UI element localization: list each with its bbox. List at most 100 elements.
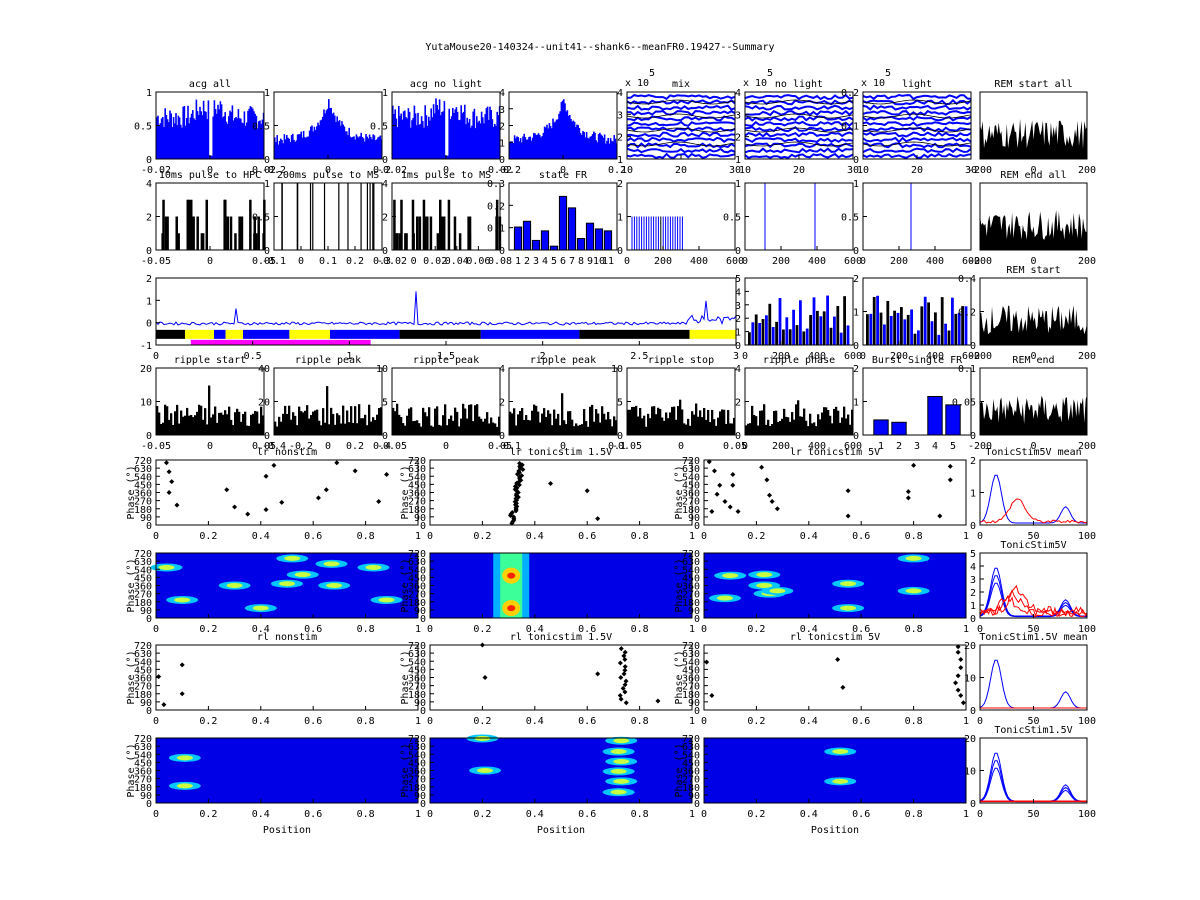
acg-bar <box>182 106 184 159</box>
x-tick-label: 3 <box>733 351 739 362</box>
acg-bar <box>590 136 593 159</box>
acg-bar <box>164 108 166 159</box>
mean-rate-line <box>979 589 1088 618</box>
subplot-tonic5v_mean: TonicStim5V mean 0 1 2 0 50 100 <box>970 447 1096 542</box>
y-tick-label: 270 <box>408 775 426 786</box>
heat-blob <box>610 749 627 755</box>
ripple-bar <box>807 426 810 435</box>
subplot-title: Burst Single FR <box>872 355 963 366</box>
histogram-bar <box>249 199 252 250</box>
subplot-title: ripple start <box>174 355 246 366</box>
ripple-bar <box>631 406 634 435</box>
ripple-bar <box>314 410 317 435</box>
ripple-bar <box>607 411 610 435</box>
acg-bar <box>518 141 521 159</box>
x-tick-label: 0 <box>560 165 566 176</box>
ripple-bar <box>380 407 383 435</box>
ripple-bar <box>827 410 830 435</box>
y-tick-label: 3 <box>735 110 741 121</box>
y-tick-label: 360 <box>134 674 152 685</box>
acg-bar <box>319 120 322 159</box>
y-tick-label: 180 <box>134 690 152 701</box>
waveform-trace <box>626 120 736 127</box>
acg-bar <box>307 136 310 159</box>
acg-bar <box>594 132 596 159</box>
subplot-title: 200ms pulse to MS <box>277 170 379 181</box>
acg-bar <box>488 119 490 159</box>
y-axis-label: Phase (°) <box>126 465 137 519</box>
heat-blob <box>716 595 733 601</box>
x-tick-label: 0.8 <box>631 809 649 820</box>
acg-bar <box>473 108 476 159</box>
x-tick-label: 1 <box>689 624 695 635</box>
acg-bar <box>430 108 432 159</box>
acg-bar <box>516 136 518 159</box>
subplot-title: TonicStim5V mean <box>985 447 1081 458</box>
acg-bar <box>596 142 599 159</box>
acg-bar <box>305 137 307 159</box>
x-tick-label: 0 <box>153 716 159 727</box>
acg-bar <box>414 113 417 159</box>
x-tick-label: 0.8 <box>905 809 923 820</box>
ripple-bar <box>436 406 439 435</box>
ripple-bar <box>192 417 195 435</box>
y-tick-label: 180 <box>408 783 426 794</box>
ripple-bar <box>525 415 528 435</box>
y-tick-label: 0 <box>420 799 426 810</box>
ripple-bar <box>292 412 295 435</box>
axes-frame <box>391 182 501 251</box>
ripple-bar <box>799 416 802 435</box>
acg-bar <box>225 121 228 159</box>
acg-bar <box>546 124 548 159</box>
y-tick-label: 720 <box>408 734 426 745</box>
ripple-bar <box>557 413 560 435</box>
x-tick-label: 600 <box>962 256 980 267</box>
ripple-bar <box>166 406 169 435</box>
x-tick-label: 0.2 <box>199 624 217 635</box>
x-tick-label: 0 <box>742 256 748 267</box>
ripple-bar <box>326 386 329 435</box>
y-tick-label: 2 <box>146 274 152 285</box>
spike-point <box>618 696 624 702</box>
x-tick-label: 0.2 <box>747 624 765 635</box>
ripple-bar <box>695 403 698 435</box>
y-tick-label: 90 <box>688 791 700 802</box>
waveform-trace <box>744 104 854 111</box>
histogram-bar <box>872 296 876 345</box>
waveform-trace <box>862 141 972 147</box>
ripple-bar <box>324 422 327 435</box>
subplot-title: ripple phase <box>763 355 835 366</box>
y-tick-label: 0 <box>499 155 505 166</box>
spike-point <box>595 516 601 522</box>
category-bar <box>594 228 604 251</box>
y-tick-label: 0.2 <box>487 201 505 212</box>
x-tick-label: 0.6 <box>852 716 870 727</box>
y-tick-label: 540 <box>682 750 700 761</box>
waveform-trace <box>862 93 972 101</box>
category-label: 1 <box>878 441 884 452</box>
ripple-bar <box>464 408 467 435</box>
x-tick-label: 400 <box>808 351 826 362</box>
spike-point <box>947 463 953 469</box>
ripple-bar <box>372 417 375 435</box>
acg-bar <box>361 136 364 159</box>
ripple-bar <box>320 425 323 435</box>
ripple-bar <box>657 407 660 435</box>
ripple-bar <box>605 419 608 435</box>
y-tick-label: 720 <box>134 734 152 745</box>
y-tick-label: 540 <box>682 657 700 668</box>
y-tick-label: 0.5 <box>370 122 388 133</box>
y-tick-label: 3 <box>499 105 505 116</box>
acg-bar <box>276 135 278 159</box>
waveform-trace <box>862 113 972 119</box>
heat-blob <box>613 778 630 784</box>
histogram-bar <box>761 319 765 345</box>
y-tick-label: 0 <box>617 246 623 257</box>
acg-bar <box>202 100 205 159</box>
subplot-title: 1ms pulse to MS <box>401 170 491 181</box>
ripple-bar <box>709 422 712 435</box>
histogram-bar <box>423 216 427 250</box>
x-tick-label: 200 <box>1078 256 1096 267</box>
y-tick-label: 450 <box>134 573 152 584</box>
ripple-bar <box>170 413 173 435</box>
